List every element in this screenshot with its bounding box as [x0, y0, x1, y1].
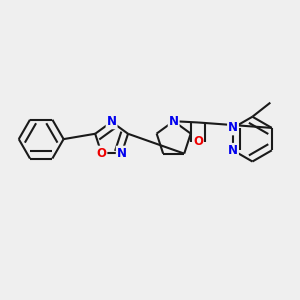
Text: N: N: [228, 122, 238, 134]
Text: O: O: [96, 147, 106, 160]
Text: N: N: [228, 144, 238, 157]
Text: N: N: [169, 115, 179, 128]
Text: N: N: [117, 147, 127, 160]
Text: N: N: [106, 115, 117, 128]
Text: O: O: [193, 135, 203, 148]
